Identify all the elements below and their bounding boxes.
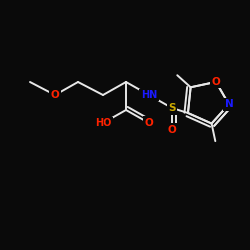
Text: O: O — [212, 77, 220, 87]
Text: N: N — [224, 99, 233, 109]
Text: HO: HO — [95, 118, 111, 128]
Text: S: S — [168, 103, 176, 113]
Text: HN: HN — [141, 90, 157, 100]
Text: O: O — [144, 118, 154, 128]
Text: O: O — [168, 125, 176, 135]
Text: O: O — [50, 90, 59, 100]
